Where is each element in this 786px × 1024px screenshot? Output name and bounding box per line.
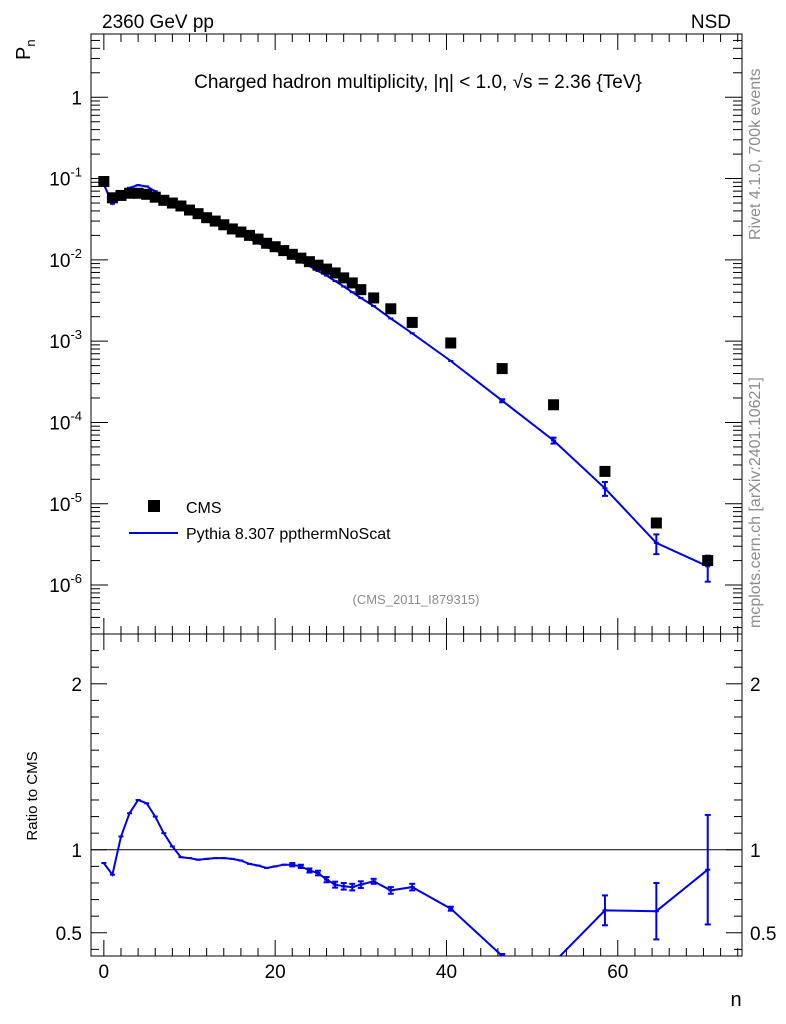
cms-point <box>548 399 560 411</box>
x-axis-label: n <box>730 989 741 1011</box>
cms-point <box>368 292 380 304</box>
header-left: 2360 GeV pp <box>102 12 214 33</box>
ratio-marks <box>101 798 711 956</box>
rivet-label: Rivet 4.1.0, 700k events <box>747 68 764 240</box>
cms-point <box>149 191 161 203</box>
x-tick-label: 40 <box>436 962 457 983</box>
y-tick-label-ratio-left: 1 <box>71 841 82 862</box>
legend-cms-marker <box>148 500 160 512</box>
cms-point <box>445 337 457 349</box>
y-tick-label-top: 10-4 <box>49 408 82 434</box>
y-tick-label-top: 10-2 <box>49 246 82 272</box>
cms-point <box>218 219 230 231</box>
cms-point <box>385 303 397 315</box>
analysis-annotation: (CMS_2011_I879315) <box>353 592 480 607</box>
cms-point <box>209 215 221 227</box>
mcplots-label: mcplots.cern.ch [arXiv:2401.10621] <box>747 377 764 628</box>
cms-point <box>599 465 611 477</box>
y-tick-label-ratio-right: 0.5 <box>750 924 776 945</box>
cms-point <box>650 517 662 529</box>
cms-point <box>303 256 315 268</box>
cms-point <box>355 284 367 296</box>
x-tick-label: 0 <box>99 962 110 983</box>
x-tick-label: 20 <box>265 962 286 983</box>
ratio-panel-frame <box>90 633 743 957</box>
cms-point <box>261 237 273 249</box>
cms-point <box>141 188 153 200</box>
top-marks <box>98 176 714 583</box>
chart-title: Charged hadron multiplicity, |η| < 1.0, … <box>194 72 642 93</box>
cms-point <box>278 245 290 257</box>
cms-point <box>106 192 118 204</box>
cms-point <box>321 263 333 275</box>
y-tick-label-top: 1 <box>71 88 82 109</box>
cms-point <box>98 176 110 188</box>
y-tick-label-ratio-right: 1 <box>750 841 761 862</box>
header-right: NSD <box>691 12 731 33</box>
cms-point <box>702 555 714 567</box>
ratio-line <box>102 798 709 956</box>
cms-point <box>132 187 144 199</box>
y-axis-label-pn: Pn <box>13 39 38 60</box>
y-axis-label-top: Pn <box>13 39 38 60</box>
main-panel-frame <box>90 33 743 635</box>
cms-point <box>175 200 187 212</box>
cms-point <box>158 194 170 206</box>
cms-point <box>346 277 358 289</box>
y-tick-label-top: 10-3 <box>49 327 82 353</box>
y-tick-label-ratio-left: 2 <box>71 675 82 696</box>
y-tick-label-top: 10-6 <box>49 571 82 597</box>
ratio-y-label: Ratio to CMS <box>24 751 41 840</box>
ratio-panel: Ratio to CMS 0 20 40 60 0.5 0.5 1 1 2 2 n <box>24 633 776 1011</box>
y-tick-label-ratio-right: 2 <box>750 675 761 696</box>
cms-point <box>329 267 341 279</box>
ratio-axes: 0 20 40 60 0.5 0.5 1 1 2 2 <box>56 634 776 983</box>
legend-cms-label: CMS <box>186 500 222 517</box>
x-tick-label: 60 <box>607 962 628 983</box>
cms-point <box>269 241 281 253</box>
cms-point <box>338 272 350 284</box>
main-panel: Charged hadron multiplicity, |η| < 1.0, … <box>13 33 743 635</box>
y-tick-label-top: 10-5 <box>49 490 82 516</box>
cms-point <box>124 187 136 199</box>
y-tick-label-top: 10-1 <box>49 165 82 191</box>
cms-point <box>235 226 247 238</box>
cms-point <box>243 229 255 241</box>
y-tick-label-ratio-left: 0.5 <box>56 924 82 945</box>
cms-point <box>406 316 418 328</box>
cms-point <box>166 197 178 209</box>
cms-point <box>226 223 238 235</box>
top-axes: 1 10-1 10-2 10-3 10-4 10-5 10-6 <box>49 33 742 634</box>
cms-point <box>192 208 204 220</box>
legend-pythia-label: Pythia 8.307 ppthermNoScat <box>186 526 391 543</box>
cms-point <box>295 252 307 264</box>
cms-point <box>286 248 298 260</box>
cms-point <box>252 233 264 245</box>
cms-point <box>496 363 508 375</box>
cms-point <box>184 204 196 216</box>
cms-point <box>115 189 127 201</box>
cms-point <box>201 212 213 224</box>
cms-point <box>312 259 324 271</box>
legend: CMS Pythia 8.307 ppthermNoScat <box>129 500 391 543</box>
